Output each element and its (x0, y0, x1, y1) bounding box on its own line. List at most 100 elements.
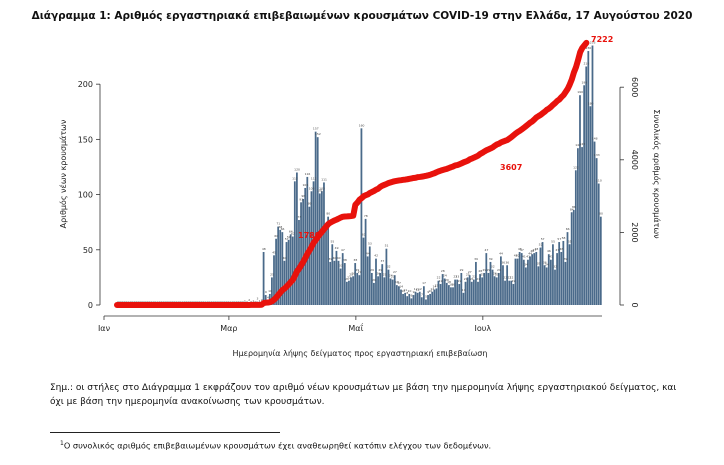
bar (429, 293, 431, 305)
bar-value-label: 66 (566, 227, 570, 231)
bar (489, 261, 492, 305)
bar-value-label: 48 (559, 247, 563, 251)
bar (362, 237, 365, 305)
bar (420, 297, 423, 305)
bar-value-label: 36 (505, 260, 509, 264)
bar-value-label: 133 (594, 153, 600, 157)
bar (314, 131, 317, 305)
bar-value-label: 112 (292, 176, 298, 180)
bar (345, 281, 348, 305)
bar-value-label: 230 (586, 46, 592, 50)
bar-value-label: 23 (472, 275, 476, 279)
bar-value-label: 157 (313, 127, 319, 131)
bar-value-label: 28 (441, 269, 445, 273)
bar-value-label: 36 (501, 260, 505, 264)
bar-value-label: 148 (592, 137, 598, 141)
bar-value-label: 42 (374, 254, 378, 258)
y-axis-title: Αριθμός νέων κρουσμάτων (58, 119, 68, 228)
bar-value-label: 15 (435, 283, 439, 287)
bar-value-label: 2 (248, 298, 250, 302)
bar-value-label: 9 (413, 290, 415, 294)
bar (383, 277, 386, 305)
bar-value-label: 4 (267, 296, 269, 300)
bar-value-label: 48 (518, 247, 522, 251)
bar-value-label: 26 (493, 271, 497, 275)
bar (283, 260, 286, 305)
bar (306, 176, 309, 305)
footnote-marker: 1 (60, 440, 64, 447)
bar-value-label: 47 (555, 248, 559, 252)
bar (539, 247, 542, 305)
bar (597, 183, 600, 305)
bar (568, 244, 571, 305)
footnote: 1Ο συνολικός αριθμός επιβεβαιωμένων κρου… (60, 440, 491, 451)
bar-value-label: 10 (268, 289, 272, 293)
bar (398, 286, 400, 305)
bar (537, 266, 540, 305)
bar (433, 289, 436, 305)
bar-value-label: 101 (317, 188, 323, 192)
bar (543, 265, 546, 305)
bar (412, 295, 415, 305)
bar-value-label: 32 (553, 265, 557, 269)
footnote-rule (50, 432, 280, 433)
bar (416, 292, 419, 305)
bar (493, 276, 496, 305)
x-axis: Ιαν Μαρ Μαΐ Ιουλ (98, 315, 602, 333)
left-tick-label: 100 (78, 191, 93, 200)
bar-value-label: 52 (539, 243, 543, 247)
bar (477, 281, 479, 305)
bar-value-label: 71 (276, 222, 280, 226)
bar-value-label: 25 (270, 272, 274, 276)
bar-value-label: 41 (549, 255, 553, 259)
bar-value-label: 23 (391, 275, 395, 279)
bar-value-label: 47 (532, 248, 536, 252)
bar-value-label: 25 (480, 272, 484, 276)
annotation-3607: 3607 (500, 163, 522, 172)
bar (456, 279, 459, 305)
right-tick-label: 4000 (630, 150, 639, 170)
bar-value-label: 80 (326, 212, 330, 216)
bar-value-label: 34 (524, 262, 528, 266)
bar-value-label: 44 (499, 251, 503, 255)
bar (574, 170, 577, 305)
bar (462, 292, 465, 305)
bar (379, 272, 382, 305)
bar-value-label: 143 (579, 142, 585, 146)
bar-value-label: 41 (526, 255, 530, 259)
bar (591, 45, 594, 306)
bar (350, 277, 352, 305)
bar (491, 269, 494, 305)
bar (524, 267, 527, 305)
bar-value-label: 29 (378, 268, 382, 272)
bar (281, 232, 284, 306)
chart-note: Σημ.: οι στήλες στο Διάγραμμα 1 εκφράζου… (50, 383, 677, 407)
bar (531, 254, 533, 305)
bar-value-label: 7 (421, 292, 423, 296)
bar (527, 259, 529, 305)
bar (275, 238, 277, 305)
bar (408, 293, 411, 305)
bar (348, 280, 350, 305)
bar (450, 287, 452, 305)
bar (481, 277, 484, 305)
bar-value-label: 93 (299, 197, 303, 201)
chart-title: Διάγραμμα 1: Αριθμός εργαστηριακά επιβεβ… (31, 10, 693, 22)
bar (552, 244, 554, 305)
footnote-text: Ο συνολικός αριθμός επιβεβαιωμένων κρουσ… (63, 440, 492, 451)
bar (285, 242, 288, 305)
bar (425, 299, 427, 305)
bar (287, 239, 290, 305)
bar (277, 226, 280, 305)
bar-value-label: 235 (590, 41, 596, 45)
bar (570, 212, 573, 305)
bar (279, 229, 282, 305)
bar-value-label: 55 (551, 239, 555, 243)
bar (435, 288, 438, 305)
bar-value-label: 23 (453, 275, 457, 279)
bar (427, 295, 429, 305)
bar (391, 279, 394, 305)
bar (554, 269, 556, 305)
bar-value-label: 33 (339, 264, 343, 268)
bar-value-label: 29 (460, 268, 464, 272)
